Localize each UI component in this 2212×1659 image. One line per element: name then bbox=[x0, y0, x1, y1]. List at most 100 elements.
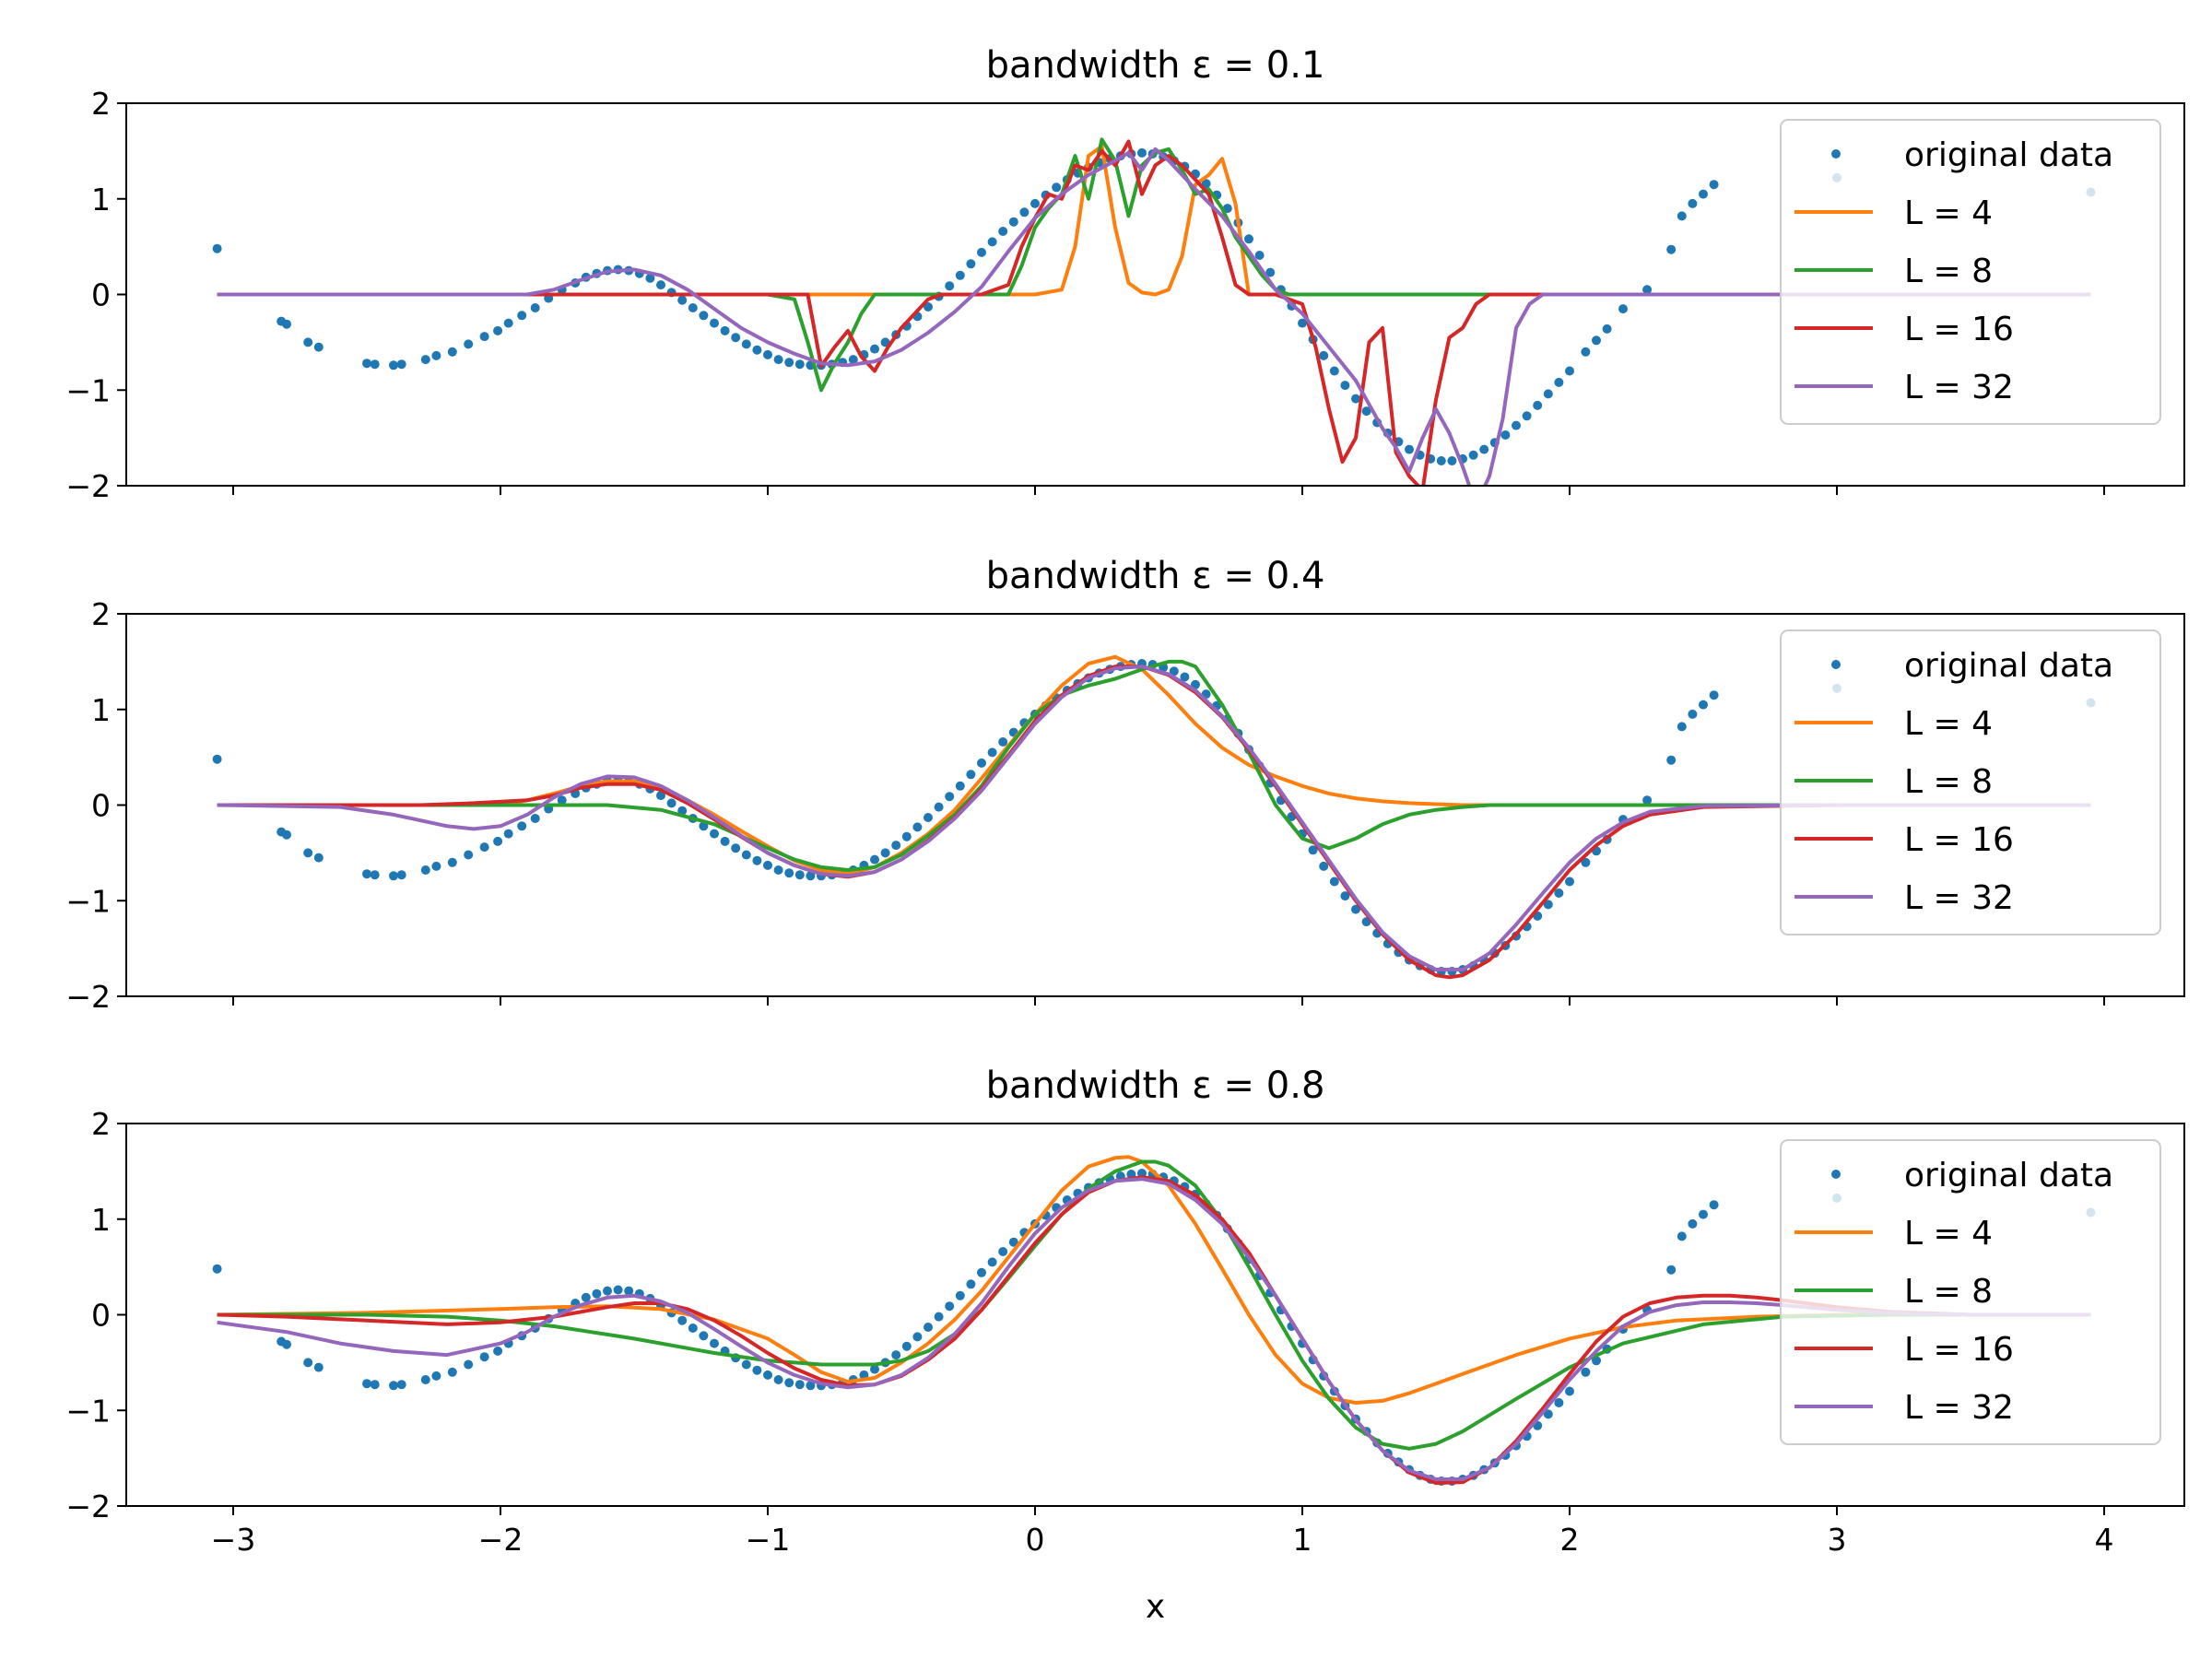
original-data-point bbox=[420, 1375, 430, 1384]
original-data-point bbox=[784, 868, 794, 878]
original-data-point bbox=[794, 1380, 805, 1390]
original-data-point bbox=[1351, 394, 1360, 404]
original-data-point bbox=[699, 1331, 709, 1341]
original-data-point bbox=[303, 337, 313, 347]
original-data-point bbox=[479, 1352, 489, 1362]
legend-marker-original-data bbox=[1831, 149, 1841, 159]
legend-label-l32: L = 32 bbox=[1904, 1389, 2014, 1427]
original-data-point bbox=[313, 853, 324, 863]
original-data-point bbox=[901, 1341, 912, 1351]
legend: original data L = 4 L = 8 L = 16 L = 32 bbox=[1780, 629, 2161, 935]
original-data-point bbox=[1500, 430, 1511, 440]
original-data-point bbox=[1522, 411, 1532, 421]
original-data-point bbox=[773, 865, 783, 875]
original-data-point bbox=[955, 1290, 965, 1300]
original-data-point bbox=[688, 1324, 698, 1333]
y-axis: −2 −1 0 1 2 bbox=[65, 1106, 126, 1524]
y-tick-label: −1 bbox=[65, 883, 111, 919]
original-data-point bbox=[517, 821, 527, 831]
original-data-point bbox=[396, 359, 406, 370]
original-data-point bbox=[370, 870, 380, 880]
original-data-point bbox=[677, 295, 688, 305]
original-data-point bbox=[592, 1288, 602, 1299]
original-data-point bbox=[870, 1364, 879, 1374]
legend-label-l32: L = 32 bbox=[1904, 879, 2014, 917]
x-tick-label: −3 bbox=[211, 1522, 256, 1558]
original-data-point bbox=[370, 359, 380, 370]
series-line-l-4 bbox=[217, 144, 2091, 297]
original-data-point bbox=[1030, 198, 1040, 208]
original-data-point bbox=[313, 342, 324, 352]
original-data-point bbox=[1298, 318, 1307, 328]
legend-label-l32: L = 32 bbox=[1904, 369, 2014, 406]
original-data-point bbox=[362, 1379, 371, 1389]
original-data-point bbox=[1319, 350, 1329, 360]
original-data-point bbox=[464, 850, 474, 860]
original-data-point bbox=[987, 237, 997, 247]
legend-label-l4: L = 4 bbox=[1904, 194, 1993, 232]
original-data-point bbox=[1329, 877, 1339, 887]
original-data-point bbox=[987, 1257, 997, 1267]
original-data-point bbox=[794, 870, 805, 880]
original-data-point bbox=[1709, 690, 1719, 700]
original-data-point bbox=[493, 836, 503, 846]
original-data-point bbox=[517, 311, 527, 321]
original-data-point bbox=[891, 841, 901, 851]
original-data-point bbox=[1677, 1231, 1687, 1241]
original-data-point bbox=[464, 339, 474, 349]
plot-area bbox=[212, 1155, 2096, 1486]
legend-frame bbox=[1780, 1139, 2161, 1445]
series-line-l-8 bbox=[217, 137, 2091, 393]
original-data-point bbox=[880, 848, 890, 858]
original-data-point bbox=[1479, 444, 1489, 454]
original-data-point bbox=[731, 843, 741, 853]
original-data-point bbox=[924, 813, 933, 822]
legend-label-l8: L = 8 bbox=[1904, 763, 1993, 801]
original-data-point bbox=[396, 870, 406, 880]
original-data-point bbox=[1554, 377, 1564, 387]
plot-area bbox=[212, 654, 2096, 980]
original-data-point bbox=[1699, 1209, 1708, 1219]
original-data-point bbox=[1533, 400, 1543, 410]
original-data-point bbox=[1592, 335, 1601, 346]
original-data-point bbox=[389, 871, 398, 881]
original-data-point bbox=[1688, 709, 1698, 719]
original-data-point bbox=[479, 842, 489, 853]
original-data-point bbox=[431, 861, 441, 871]
original-data-point bbox=[966, 1279, 976, 1289]
original-data-point bbox=[447, 1367, 457, 1377]
original-data-point bbox=[1019, 207, 1030, 218]
original-data-point bbox=[731, 333, 741, 343]
original-data-point bbox=[773, 355, 783, 365]
original-data-point bbox=[1512, 420, 1521, 430]
original-data-point bbox=[1254, 251, 1265, 260]
original-data-point bbox=[282, 1339, 291, 1349]
original-data-point bbox=[212, 243, 222, 253]
original-data-point bbox=[1008, 217, 1018, 227]
original-data-point bbox=[1329, 366, 1339, 376]
original-data-point bbox=[710, 318, 719, 328]
subplot-eps-0-4: bandwidth ε = 0.4 −2 −1 0 1 2 original data … bbox=[65, 555, 2185, 1015]
original-data-point bbox=[977, 1267, 986, 1277]
subplot-eps-0-8: bandwidth ε = 0.8 −2 −1 0 1 2 −3 −2 −1 0 1 2 3 4 or… bbox=[65, 1065, 2185, 1558]
original-data-point bbox=[1642, 285, 1653, 295]
original-data-point bbox=[557, 795, 567, 806]
original-data-point bbox=[389, 1381, 398, 1391]
original-data-point bbox=[977, 758, 986, 768]
original-data-point bbox=[624, 1286, 634, 1296]
y-tick-label: 0 bbox=[91, 788, 111, 824]
y-tick-label: −2 bbox=[65, 979, 111, 1015]
original-data-point bbox=[1565, 1386, 1574, 1396]
series-line-l-8 bbox=[217, 659, 2091, 872]
original-data-point bbox=[1244, 234, 1253, 244]
original-data-point bbox=[1642, 795, 1653, 806]
original-data-point bbox=[870, 344, 879, 354]
plot-area bbox=[212, 137, 2096, 486]
original-data-point bbox=[389, 360, 398, 371]
original-data-point bbox=[710, 829, 719, 839]
original-data-point bbox=[1709, 180, 1719, 190]
y-tick-label: 2 bbox=[91, 1106, 111, 1142]
original-data-point bbox=[1666, 1265, 1677, 1275]
original-data-point bbox=[493, 325, 503, 335]
series-line-l-4 bbox=[217, 1155, 2091, 1405]
